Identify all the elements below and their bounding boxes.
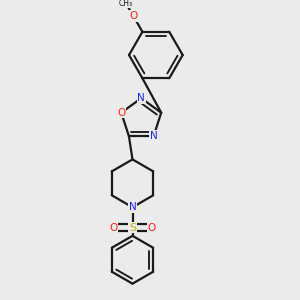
Text: O: O — [110, 223, 118, 233]
Text: S: S — [129, 223, 136, 233]
Text: N: N — [129, 202, 136, 212]
Text: O: O — [117, 108, 125, 118]
Text: O: O — [147, 223, 156, 233]
Text: O: O — [129, 11, 137, 21]
Text: CH₃: CH₃ — [119, 0, 133, 8]
Text: N: N — [137, 93, 145, 103]
Text: N: N — [150, 131, 158, 141]
